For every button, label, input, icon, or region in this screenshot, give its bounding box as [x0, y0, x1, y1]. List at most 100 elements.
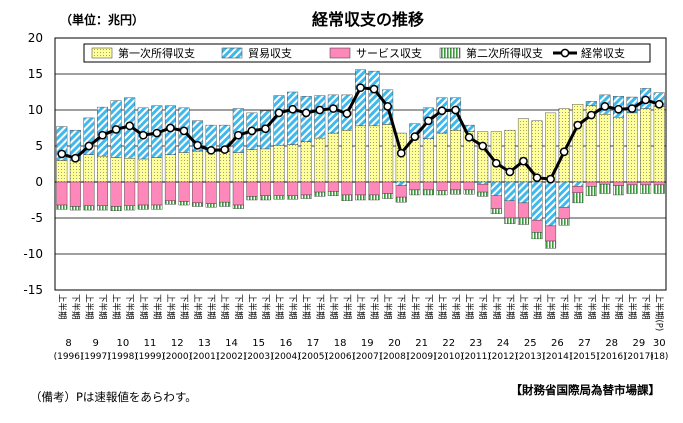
bar-segment [97, 181, 109, 206]
bar-segment [545, 225, 557, 242]
bar-segment [490, 208, 502, 214]
line-point [491, 158, 501, 168]
year-label: 18 [334, 338, 347, 349]
bar-segment [219, 151, 231, 183]
line-point [328, 104, 338, 113]
legend-swatch [329, 47, 351, 59]
line-point [206, 145, 216, 155]
bar-segment [273, 181, 285, 196]
bar-segment [626, 181, 638, 186]
bar-segment [314, 191, 326, 197]
line-point [505, 167, 515, 177]
bar-segment [327, 181, 339, 192]
year-sublabel: (2010) [434, 352, 464, 362]
bar-segment [450, 189, 462, 195]
legend-marker [560, 48, 570, 58]
y-tick-label: 0 [35, 175, 43, 189]
bar-segment [300, 141, 312, 183]
bar-segment [327, 132, 339, 183]
line-point [98, 130, 107, 140]
bar-segment [531, 232, 543, 240]
bar-segment [83, 154, 95, 183]
bar-segment [585, 101, 597, 106]
bar-segment [110, 206, 122, 211]
bar-segment [97, 155, 109, 183]
year-sublabel: (2013) [515, 352, 545, 362]
bar-segment [368, 70, 380, 127]
x-tick-label: 下半期 [369, 294, 380, 320]
bar-segment [477, 131, 489, 183]
bar-segment [219, 201, 231, 207]
year-label: 22 [442, 338, 455, 349]
bar-segment [572, 104, 584, 183]
legend-label: 第一次所得収支 [118, 46, 195, 60]
bar-segment [368, 181, 380, 196]
year-sublabel: (2011) [461, 352, 491, 362]
y-tick-label: 10 [28, 103, 43, 117]
bar-segment [355, 194, 366, 201]
bar-segment [56, 181, 68, 206]
bar-segment [300, 181, 312, 196]
x-tick-label: 下半期 [124, 294, 135, 320]
line-point [654, 99, 664, 109]
line-point [614, 104, 623, 114]
bar-segment [259, 195, 271, 201]
x-tick-label: 上半期 [627, 294, 638, 320]
bar-segment [314, 181, 326, 193]
year-label: 13 [198, 338, 211, 349]
bar-segment [110, 181, 122, 207]
x-tick-label: 下半期 [287, 294, 298, 320]
bar-segment [640, 181, 652, 186]
line-series [57, 83, 664, 184]
bar-segment [178, 201, 190, 206]
year-sublabel: (2008) [379, 352, 409, 362]
x-tick-label: 上半期 [219, 294, 230, 320]
y-tick-label: 5 [35, 139, 43, 153]
bar-segment [355, 181, 366, 196]
x-tick-label: 上半期 [274, 294, 285, 320]
bar-segment [273, 95, 285, 146]
bar-segment [83, 205, 95, 211]
x-tick-label: 下半期 [341, 294, 352, 320]
bar-segment [626, 112, 638, 183]
line-point [301, 108, 311, 118]
year-label: 29 [632, 338, 645, 349]
y-tick-label: 20 [28, 31, 43, 45]
bar-segment [395, 181, 407, 186]
year-sublabel: (2016) [597, 352, 627, 362]
bar-segment [314, 137, 326, 183]
bar-segment [205, 151, 217, 183]
year-label: 11 [144, 338, 157, 349]
bar-segment [192, 181, 204, 204]
line-point [369, 84, 379, 94]
x-tick-label: 下半期 [613, 294, 624, 320]
bar-segment [450, 129, 462, 183]
line-point [220, 145, 230, 154]
year-sublabel: (2001) [189, 352, 219, 362]
bar-segment [273, 145, 285, 183]
bar-segment [355, 125, 366, 183]
bar-segment [232, 108, 244, 153]
year-sublabel: (2017) [624, 352, 654, 362]
bar-segment [558, 181, 570, 208]
line-point [383, 102, 393, 111]
bar-segment [137, 158, 149, 183]
bar-segment [545, 181, 557, 227]
bar-segment [599, 183, 611, 194]
y-axis: 20 15 10 5 0 -5 -10 -15 [23, 31, 43, 297]
bar-segment [151, 181, 163, 206]
year-sublabel: (18) [650, 352, 668, 362]
bar-segment [504, 200, 516, 219]
line-point [315, 105, 325, 115]
line-point [342, 109, 352, 118]
y-tick-label: 15 [28, 67, 43, 81]
x-tick-label: 上半期 [246, 294, 257, 320]
bar-segment [164, 200, 176, 205]
x-tick-label: 下半期 [233, 294, 244, 320]
line-point [396, 148, 406, 158]
bar-segment [178, 181, 190, 202]
bar-segment [585, 181, 597, 187]
bar-segment [422, 138, 434, 183]
bar-segment [640, 108, 652, 183]
